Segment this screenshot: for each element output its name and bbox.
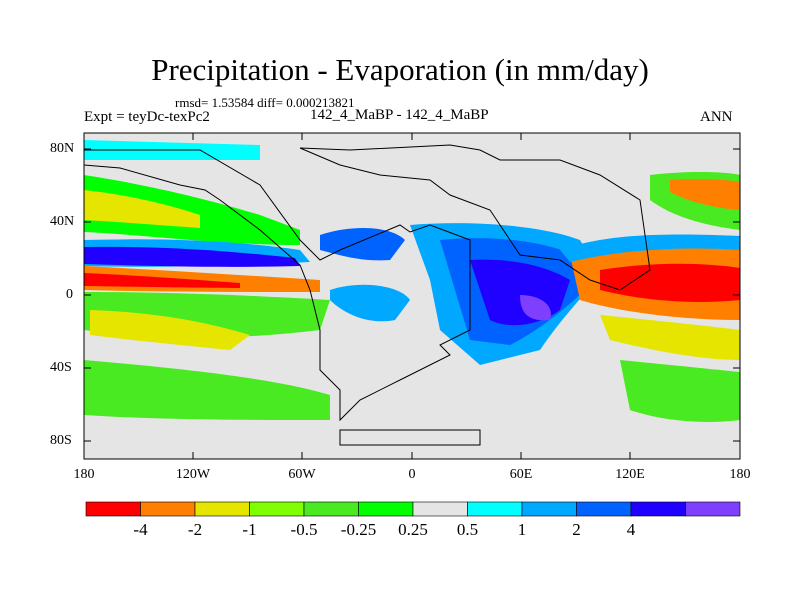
colorbar-label: -1: [242, 520, 257, 539]
contour-indian-purple: [520, 295, 551, 321]
contour-pacific-red: [600, 263, 740, 302]
stats-line: rmsd= 1.53584 diff= 0.000213821: [175, 95, 355, 110]
experiment-label: Expt = teyDc-texPc2: [84, 109, 210, 125]
colorbar-label: 0.5: [456, 520, 479, 539]
colorbar: [85, 501, 741, 517]
land-outline-antarctica: [339, 429, 481, 446]
y-tick-40n: 40N: [50, 214, 75, 229]
contour-nh-yellow: [84, 190, 200, 228]
colorbar-box: [630, 501, 686, 517]
x-tick-180e: 180: [729, 467, 751, 482]
contour-nh-green: [84, 175, 300, 245]
colorbar-box: [85, 501, 141, 517]
y-tick-80n: 80N: [50, 141, 75, 156]
colorbar-label: 1: [517, 520, 527, 539]
season-label: ANN: [700, 109, 733, 125]
y-tick-0: 0: [66, 287, 73, 302]
colorbar-box: [249, 501, 305, 517]
contour-field: [84, 133, 740, 459]
colorbar-label: 4: [626, 520, 636, 539]
contour-sh-yellow: [90, 310, 250, 350]
plot-title: Precipitation - Evaporation (in mm/day): [151, 52, 649, 87]
colorbar-label: 2: [572, 520, 581, 539]
colorbar-label: 0.25: [398, 520, 428, 539]
colorbar-box: [303, 501, 359, 517]
x-tick-0: 0: [408, 467, 416, 482]
x-tick-120e: 120E: [615, 467, 645, 482]
colorbar-box: [467, 501, 523, 517]
colorbar-box: [412, 501, 468, 517]
x-tick-60e: 60E: [509, 467, 533, 482]
colorbar-label: -2: [187, 520, 203, 539]
x-tick-120w: 120W: [175, 467, 211, 482]
contour-southern-green: [84, 360, 330, 420]
colorbar-label: -4: [133, 520, 148, 539]
colorbar-box: [358, 501, 414, 517]
colorbar-box: [140, 501, 196, 517]
contour-eq-red: [84, 273, 240, 288]
y-tick-40s: 40S: [50, 360, 72, 375]
colorbar-box: [194, 501, 250, 517]
x-tick-60w: 60W: [288, 467, 316, 482]
axis-ticks: [83, 133, 741, 459]
contour-itcz-blue: [84, 246, 300, 267]
colorbar-box: [685, 501, 741, 517]
contour-npac-orange: [670, 179, 740, 210]
contour-spac-green: [620, 360, 740, 422]
contour-atlantic-light-blue: [330, 284, 410, 322]
land-outline-americas: [84, 149, 471, 422]
x-tick-180w: 180: [73, 467, 95, 482]
colorbar-label: -0.5: [290, 520, 318, 539]
colorbar-box: [576, 501, 632, 517]
colorbar-box: [521, 501, 577, 517]
contour-spac-yellow: [600, 315, 740, 360]
contour-pacific-light-blue: [560, 234, 740, 262]
colorbar-label: -0.25: [340, 520, 377, 539]
case-label: 142_4_MaBP - 142_4_MaBP: [310, 107, 489, 123]
contour-atlantic-blue: [320, 228, 405, 261]
land-outline-eurasia: [299, 144, 651, 291]
y-tick-80s: 80S: [50, 433, 72, 448]
